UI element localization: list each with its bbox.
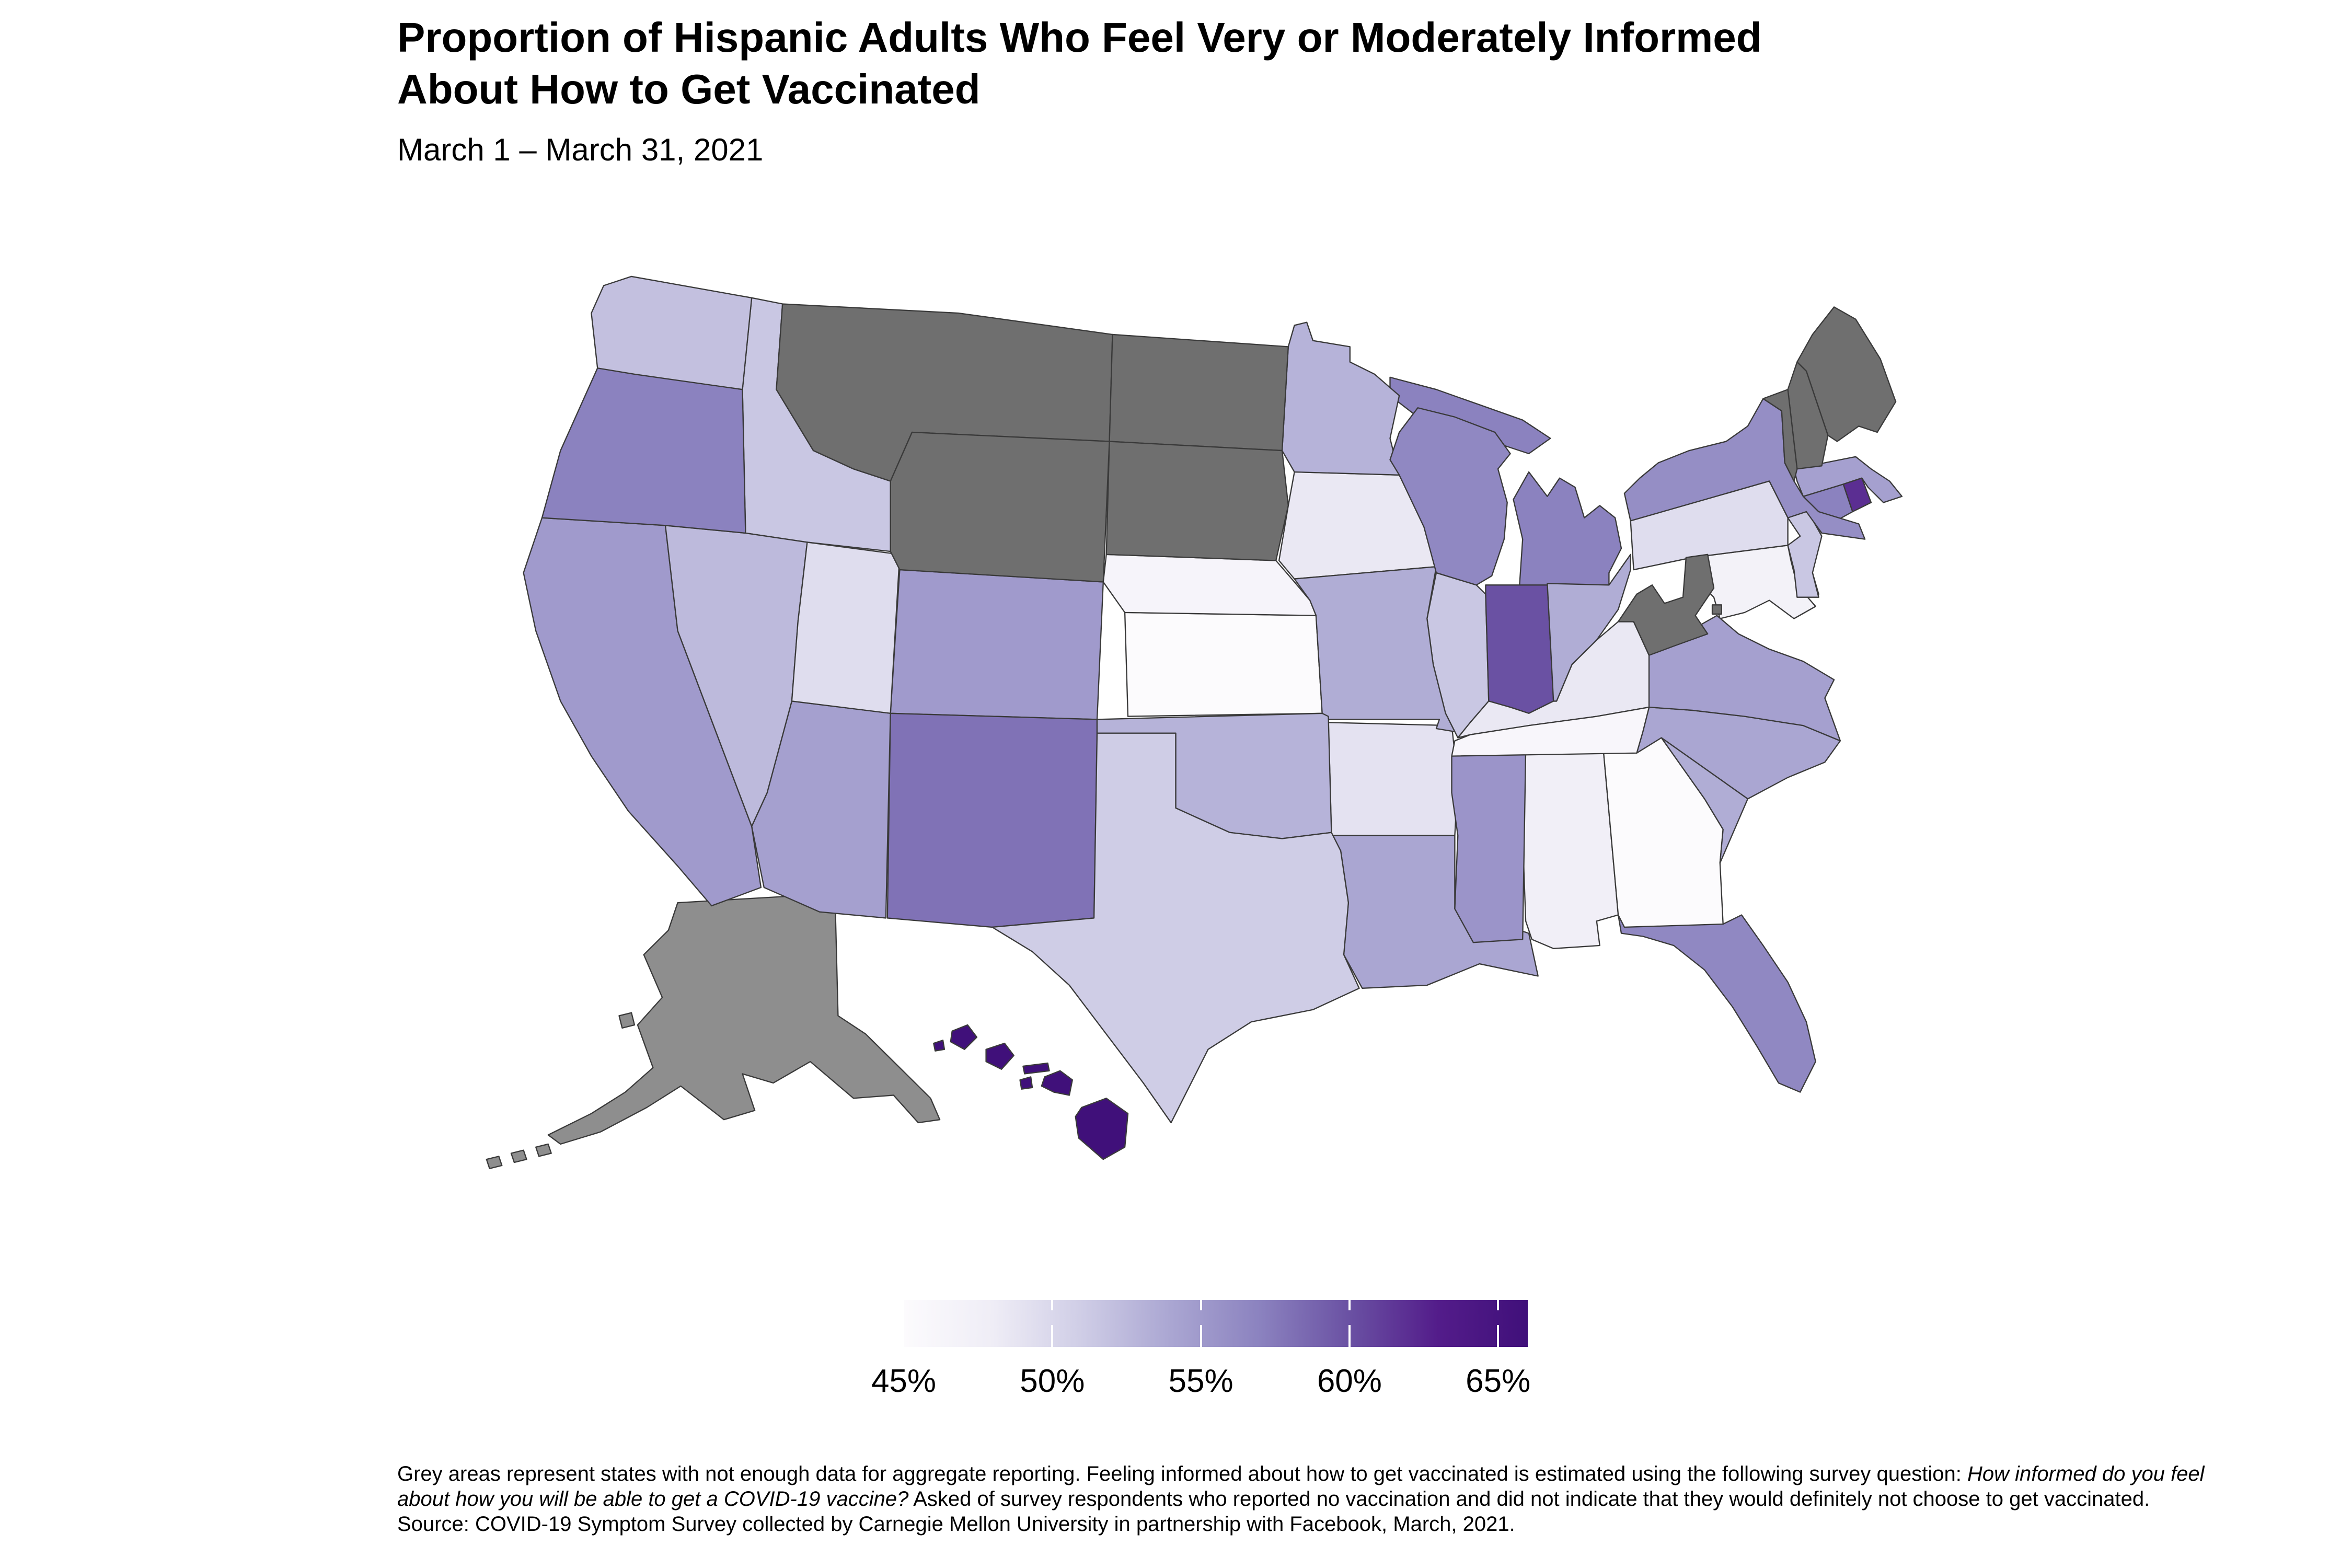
state-hi [933, 1024, 1129, 1160]
state-ak [486, 893, 941, 1169]
state-wv [1617, 554, 1715, 656]
figure-title: Proportion of Hispanic Adults Who Feel V… [397, 11, 1762, 115]
state-ms [1451, 749, 1527, 943]
legend-tick-60-bottom [1348, 1325, 1351, 1347]
state-mn [1281, 321, 1400, 476]
legend-tick-65-top [1497, 1300, 1500, 1310]
state-nm [886, 712, 1098, 928]
state-wy [890, 431, 1110, 583]
state-tx [991, 732, 1360, 1124]
state-fl [1617, 914, 1816, 1093]
legend-gradient-bar [904, 1300, 1528, 1347]
state-sc [1661, 737, 1749, 864]
us-choropleth-map [449, 255, 1991, 1202]
legend-label-55: 55% [1168, 1363, 1233, 1399]
state-md [1691, 545, 1816, 619]
state-ne [1102, 554, 1317, 616]
legend-tick-50-top [1051, 1300, 1054, 1310]
legend-label-50: 50% [1020, 1363, 1085, 1399]
legend-tick-labels: 45% 50% 55% 60% 65% [871, 1363, 1531, 1404]
state-mi [1389, 376, 1622, 586]
state-dc [1711, 604, 1722, 615]
figure-subtitle: March 1 – March 31, 2021 [397, 132, 764, 167]
figure-title-line1: Proportion of Hispanic Adults Who Feel V… [397, 14, 1762, 61]
legend-tick-55-top [1200, 1300, 1202, 1310]
state-pa [1630, 480, 1789, 571]
legend-tick-65-bottom [1497, 1325, 1500, 1347]
state-wi [1389, 407, 1511, 586]
state-al [1522, 743, 1619, 950]
footnote-survey-question: How informed do you feel about how you w… [397, 1462, 2205, 1511]
footnote-text-2: Asked of survey respondents who reported… [397, 1488, 2150, 1536]
legend-tick-60-top [1348, 1300, 1351, 1310]
legend-tick-55-bottom [1200, 1325, 1202, 1347]
legend-label-45: 45% [871, 1363, 937, 1399]
state-vt [1762, 389, 1798, 482]
us-map-svg [486, 275, 1903, 1169]
state-ma [1793, 456, 1903, 503]
footnote-text-1: Grey areas represent states with not eno… [397, 1462, 1967, 1485]
state-ar [1328, 722, 1459, 836]
state-ri [1842, 477, 1872, 513]
legend-label-60: 60% [1317, 1363, 1382, 1399]
state-in [1485, 583, 1554, 714]
state-ks [1124, 612, 1323, 717]
state-sd [1105, 441, 1289, 561]
figure-title-line2: About How to Get Vaccinated [397, 66, 981, 112]
state-nd [1109, 333, 1289, 452]
state-oh [1547, 554, 1631, 702]
state-ut [791, 541, 901, 714]
legend-label-65: 65% [1466, 1363, 1531, 1399]
state-co [890, 569, 1104, 720]
state-wa [591, 275, 753, 390]
legend-tick-50-bottom [1051, 1325, 1054, 1347]
state-or [541, 367, 746, 534]
footnote: Grey areas represent states with not eno… [397, 1461, 2216, 1537]
